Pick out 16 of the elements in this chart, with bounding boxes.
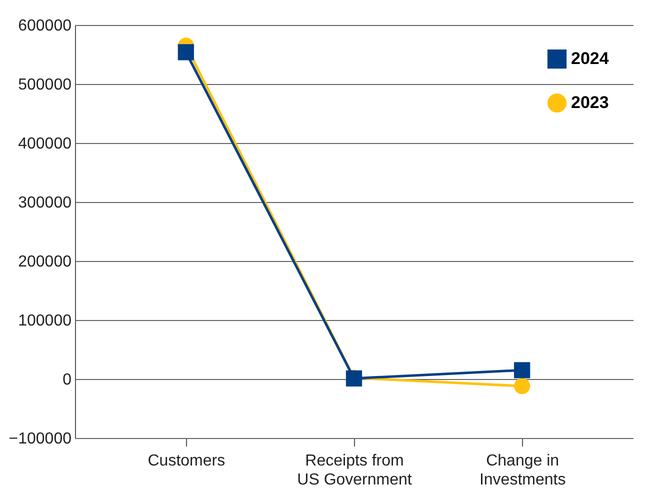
x-tick-label: Customers <box>148 452 226 470</box>
point <box>514 362 530 378</box>
y-tick-label: 100000 <box>18 312 72 330</box>
x-tick-label: Receipts from US Government <box>297 452 412 488</box>
legend-label: 2024 <box>571 49 610 68</box>
y-tick-label: 600000 <box>18 18 72 34</box>
y-tick-label: 300000 <box>18 194 72 212</box>
x-tick-label: Change in Investments <box>479 452 566 488</box>
point <box>514 378 530 394</box>
y-tick-label: −100000 <box>8 430 72 448</box>
y-tick-label: 500000 <box>18 76 72 94</box>
y-tick-label: 200000 <box>18 254 72 270</box>
point <box>178 44 194 60</box>
y-tick-label: 400000 <box>18 136 72 152</box>
legend-label: 2023 <box>571 93 609 112</box>
y-tick-label: 0 <box>62 372 72 388</box>
